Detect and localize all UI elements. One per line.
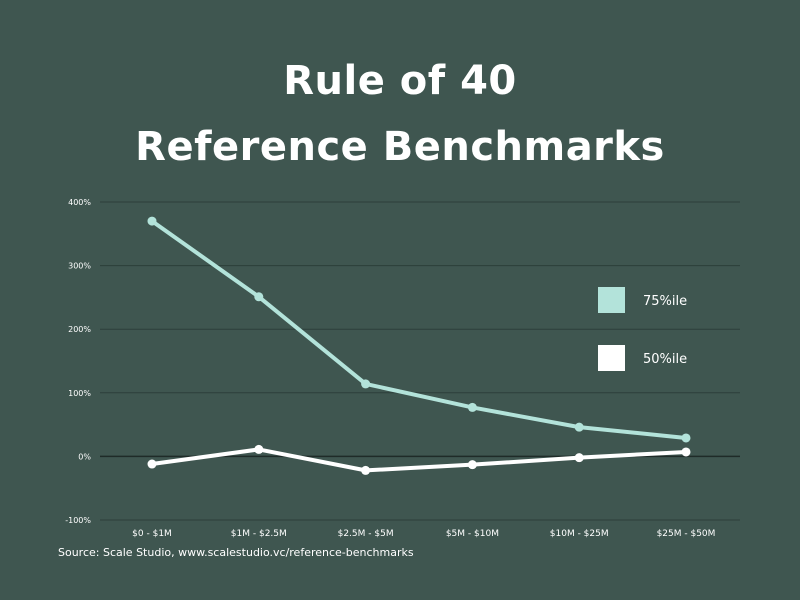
data-point	[467, 460, 477, 470]
legend-label: 50%ile	[643, 352, 687, 367]
chart-title-line-1: Rule of 40	[283, 58, 517, 104]
chart-title-line-2: Reference Benchmarks	[135, 124, 665, 170]
x-tick-label: $10M - $25M	[550, 529, 609, 539]
legend-swatch	[598, 287, 625, 313]
data-point	[361, 465, 371, 475]
x-tick-label: $25M - $50M	[657, 529, 716, 539]
series-line	[150, 447, 688, 473]
y-tick-label: -100%	[65, 516, 91, 525]
y-tick-label: 300%	[68, 262, 91, 271]
legend-label: 75%ile	[643, 294, 687, 309]
legend: 75%ile 50%ile	[598, 287, 687, 371]
y-tick-label: 200%	[68, 325, 91, 334]
y-tick-label: 400%	[68, 198, 91, 207]
series-50ile	[147, 444, 691, 475]
data-point	[361, 379, 371, 389]
data-point	[147, 459, 157, 469]
x-tick-label: $5M - $10M	[446, 529, 499, 539]
y-tick-label: 100%	[68, 389, 91, 398]
data-point	[254, 292, 264, 302]
data-point	[681, 447, 691, 457]
x-tick-label: $1M - $2.5M	[231, 529, 287, 539]
series-lines	[147, 216, 691, 475]
data-point	[254, 444, 264, 454]
series-75ile	[147, 216, 691, 443]
x-axis-tick-labels: $0 - $1M $1M - $2.5M $2.5M - $5M $5M - $10M…	[132, 529, 715, 539]
x-tick-label: $2.5M - $5M	[338, 529, 394, 539]
data-point	[147, 216, 157, 226]
data-point	[467, 402, 477, 412]
y-tick-label: 0%	[78, 452, 91, 461]
data-point	[681, 433, 691, 443]
series-line	[150, 219, 688, 440]
data-point	[574, 422, 584, 432]
legend-swatch	[598, 345, 625, 371]
source-note: Source: Scale Studio, www.scalestudio.vc…	[58, 546, 414, 559]
y-axis-tick-labels: -100% 0% 100% 200% 300% 400%	[65, 198, 91, 525]
x-tick-label: $0 - $1M	[132, 529, 172, 539]
data-point	[574, 453, 584, 463]
